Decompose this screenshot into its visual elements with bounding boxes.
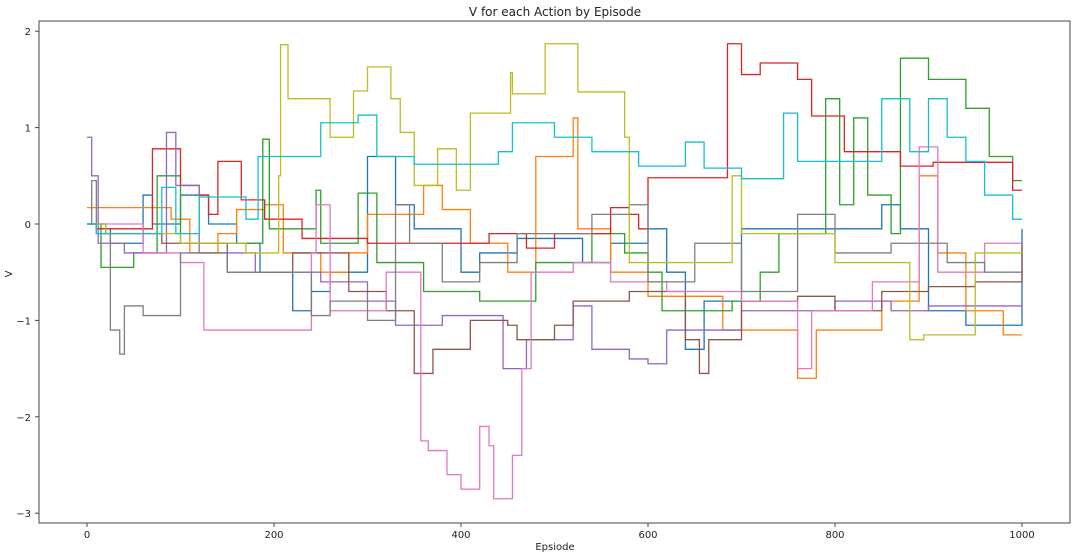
y-tick-label: −3 — [16, 509, 31, 520]
x-tick-label: 800 — [825, 530, 844, 541]
y-tick-label: 0 — [25, 220, 31, 231]
x-tick-label: 600 — [638, 530, 657, 541]
y-tick-label: 2 — [25, 27, 31, 38]
chart-title: V for each Action by Episode — [469, 5, 641, 19]
x-axis-label: Epsiode — [535, 542, 574, 553]
y-tick-label: 1 — [25, 124, 31, 135]
y-axis-label: V — [4, 270, 15, 277]
x-tick-label: 200 — [264, 530, 283, 541]
series-line-green — [87, 57, 1022, 312]
series-line-olive — [87, 43, 1022, 341]
y-tick-label: −1 — [16, 316, 31, 327]
series-line-pink — [87, 146, 1022, 500]
series-line-cyan — [87, 98, 1022, 235]
y-tick-label: −2 — [16, 413, 31, 424]
x-tick-label: 400 — [451, 530, 470, 541]
x-tick-label: 1000 — [1009, 530, 1034, 541]
series-line-gray — [87, 179, 1022, 355]
x-tick-label: 0 — [84, 530, 90, 541]
